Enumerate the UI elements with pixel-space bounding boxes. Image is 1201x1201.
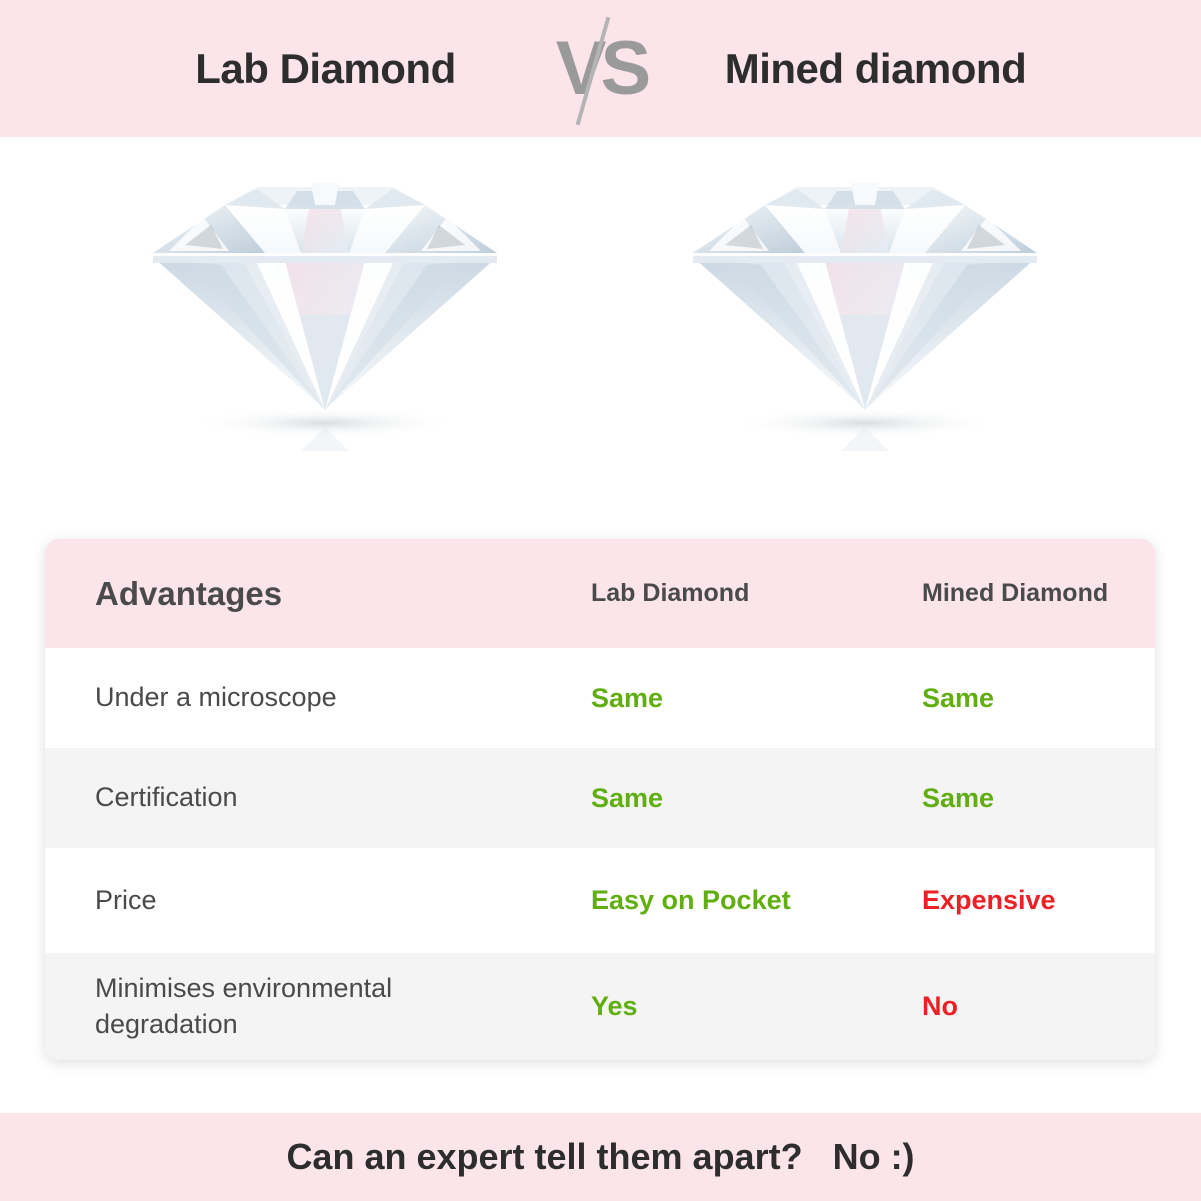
table-header-cell-advantages: Advantages — [45, 575, 541, 613]
page-header-band: Lab Diamond VS Mined diamond — [0, 0, 1201, 137]
header-title-mined-diamond: Mined diamond — [724, 44, 1027, 92]
round-brilliant-diamond-icon — [153, 183, 497, 451]
footer-question-text: Can an expert tell them apart? No :) — [286, 1136, 915, 1177]
feature-label: Under a microscope — [95, 682, 337, 713]
table-row: Certification Same Same — [45, 748, 1155, 848]
table-cell-mined-value: Same — [872, 683, 1155, 714]
versus-badge: VS — [541, 9, 661, 129]
feature-label: Minimises environmental degradation — [95, 972, 393, 1039]
table-row: Price Easy on Pocket Expensive — [45, 848, 1155, 953]
comparison-table: Advantages Lab Diamond Mined Diamond Und… — [45, 539, 1155, 1060]
table-cell-lab-value: Easy on Pocket — [541, 885, 872, 916]
column-header-label: Mined Diamond — [922, 579, 1109, 607]
diamond-image-lab — [125, 165, 525, 465]
feature-label: Price — [95, 884, 157, 915]
table-row: Under a microscope Same Same — [45, 648, 1155, 748]
versus-label: VS — [555, 25, 651, 111]
table-cell-mined-value: Expensive — [872, 885, 1155, 916]
table-cell-feature: Minimises environmental degradation — [45, 971, 541, 1042]
value-lab: Same — [591, 682, 664, 713]
column-header-label: Lab Diamond — [591, 579, 750, 607]
value-lab: Same — [591, 782, 664, 813]
table-cell-feature: Under a microscope — [45, 680, 541, 716]
value-mined: Expensive — [922, 885, 1056, 915]
table-cell-feature: Price — [45, 883, 541, 919]
table-header-row: Advantages Lab Diamond Mined Diamond — [45, 539, 1155, 648]
diamond-image-area — [0, 137, 1201, 527]
header-title-lab-diamond: Lab Diamond — [195, 44, 456, 92]
round-brilliant-diamond-icon — [693, 183, 1037, 451]
value-lab: Easy on Pocket — [591, 885, 791, 915]
diamond-image-mined — [665, 165, 1065, 465]
page-footer-band: Can an expert tell them apart? No :) — [0, 1113, 1201, 1201]
column-header-label: Advantages — [95, 574, 283, 612]
feature-label: Certification — [95, 782, 238, 813]
table-header-cell-mined: Mined Diamond — [872, 579, 1155, 608]
table-cell-mined-value: Same — [872, 783, 1155, 814]
table-cell-mined-value: No — [872, 991, 1155, 1022]
comparison-card: Advantages Lab Diamond Mined Diamond Und… — [45, 539, 1155, 1060]
value-lab: Yes — [591, 991, 638, 1021]
table-row: Minimises environmental degradation Yes … — [45, 953, 1155, 1060]
value-mined: Same — [922, 782, 995, 813]
table-cell-lab-value: Same — [541, 683, 872, 714]
value-mined: No — [922, 991, 958, 1021]
value-mined: Same — [922, 682, 995, 713]
table-cell-feature: Certification — [45, 780, 541, 816]
table-header-cell-lab: Lab Diamond — [541, 579, 872, 608]
table-cell-lab-value: Same — [541, 783, 872, 814]
table-cell-lab-value: Yes — [541, 991, 872, 1022]
